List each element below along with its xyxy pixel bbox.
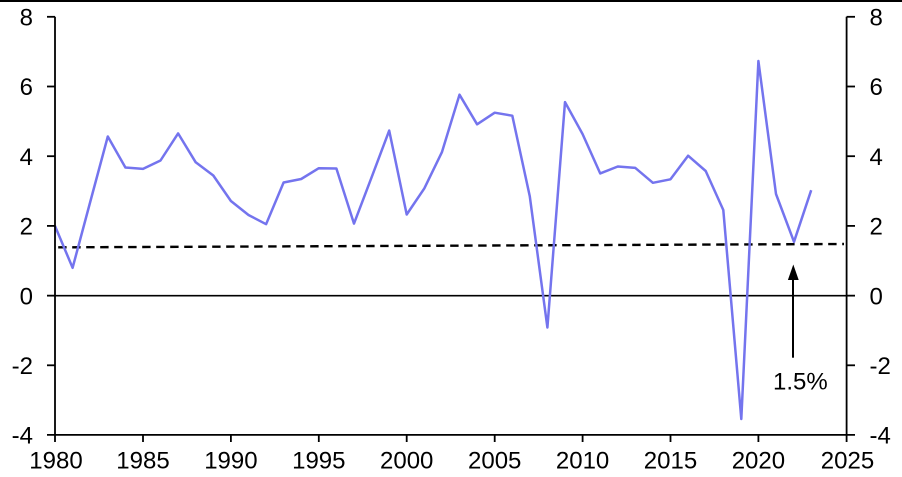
svg-text:4: 4 bbox=[870, 144, 883, 171]
svg-text:2010: 2010 bbox=[556, 447, 609, 474]
svg-text:2025: 2025 bbox=[821, 447, 874, 474]
svg-text:-2: -2 bbox=[870, 353, 891, 380]
svg-text:-4: -4 bbox=[12, 423, 33, 450]
svg-text:-4: -4 bbox=[870, 423, 891, 450]
svg-text:0: 0 bbox=[870, 283, 883, 310]
svg-text:2020: 2020 bbox=[732, 447, 785, 474]
svg-text:2: 2 bbox=[20, 214, 33, 241]
svg-text:6: 6 bbox=[20, 74, 33, 101]
svg-text:1.5%: 1.5% bbox=[773, 369, 828, 396]
svg-text:-2: -2 bbox=[12, 353, 33, 380]
svg-text:4: 4 bbox=[20, 144, 33, 171]
svg-text:2005: 2005 bbox=[468, 447, 521, 474]
svg-text:8: 8 bbox=[20, 4, 33, 31]
svg-text:2: 2 bbox=[870, 214, 883, 241]
svg-text:1980: 1980 bbox=[29, 447, 82, 474]
svg-text:1990: 1990 bbox=[204, 447, 257, 474]
svg-text:1985: 1985 bbox=[116, 447, 169, 474]
svg-text:0: 0 bbox=[20, 283, 33, 310]
svg-text:1995: 1995 bbox=[292, 447, 345, 474]
svg-text:2000: 2000 bbox=[380, 447, 433, 474]
svg-text:2015: 2015 bbox=[644, 447, 697, 474]
svg-text:6: 6 bbox=[870, 74, 883, 101]
svg-text:8: 8 bbox=[870, 4, 883, 31]
